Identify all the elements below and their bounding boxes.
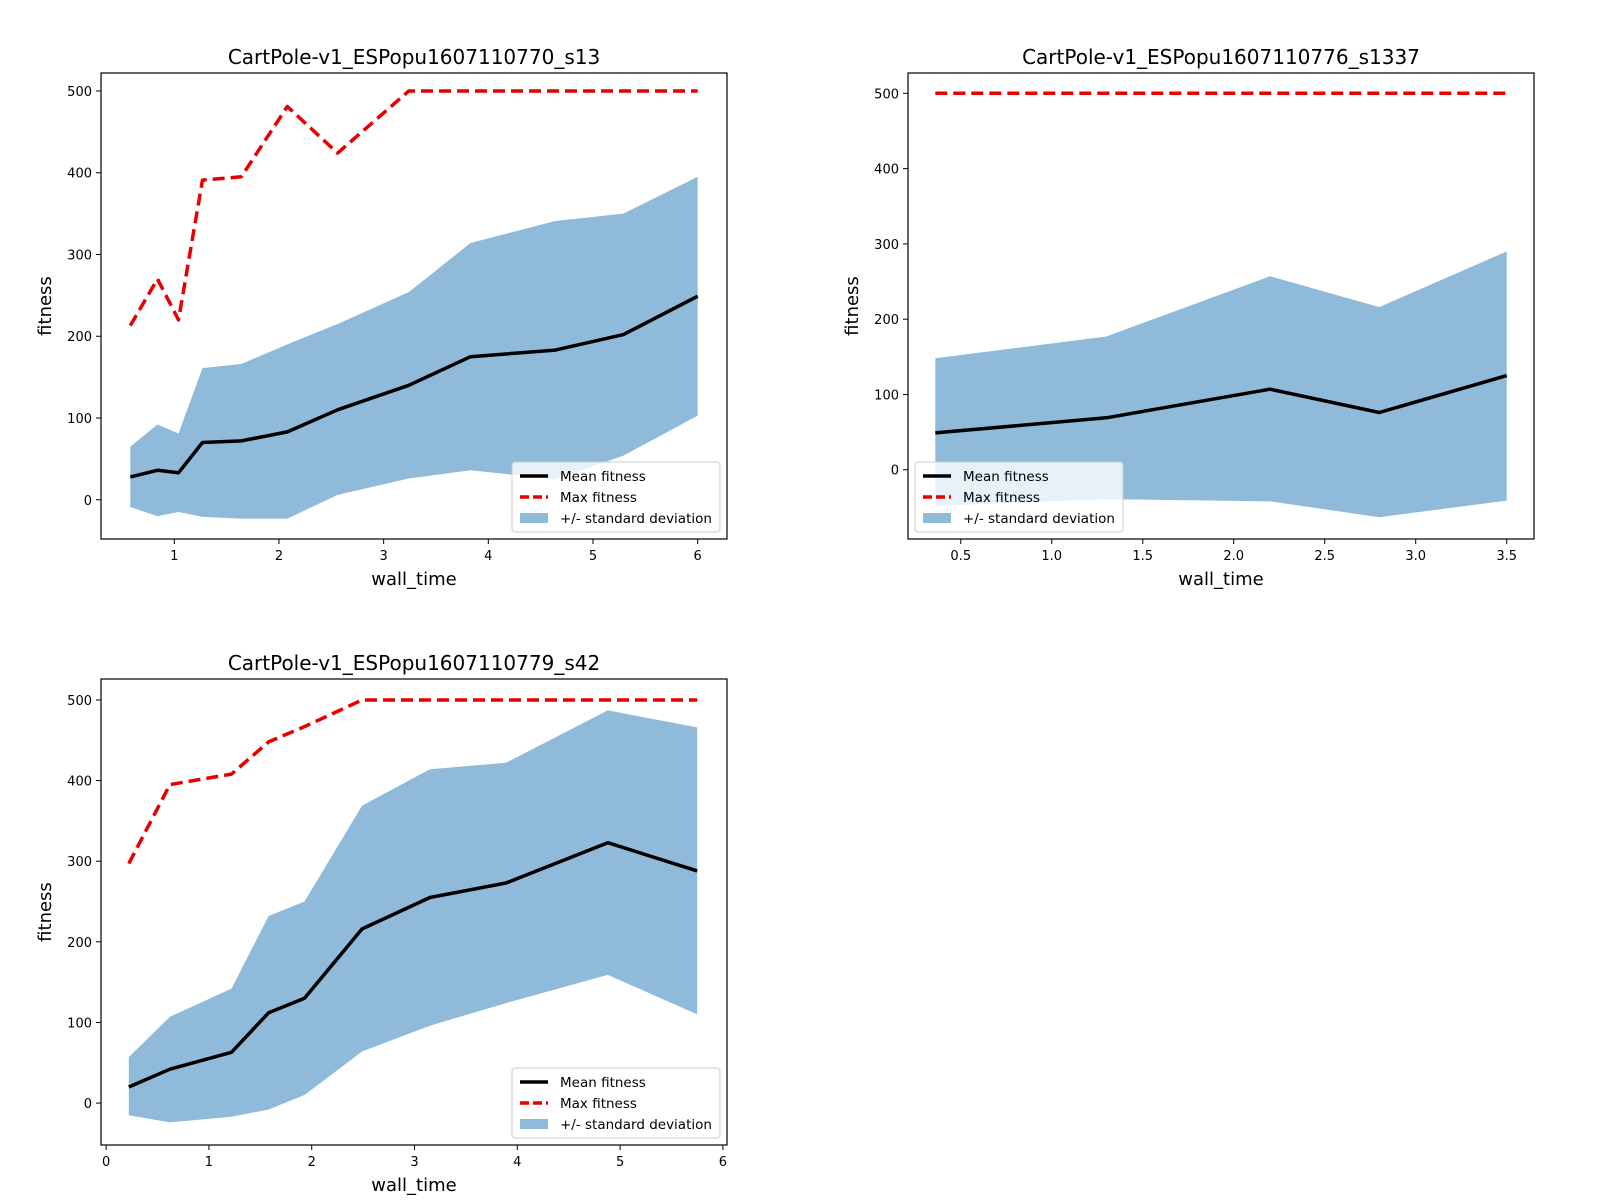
mean-fitness-line: [129, 294, 699, 479]
chart-title: CartPole-v1_ESPopu1607110779_s42: [228, 651, 600, 675]
y-tick-label: 500: [874, 87, 899, 102]
x-tick-label: 1.0: [1041, 549, 1062, 564]
x-tick-label: 6: [719, 1155, 727, 1170]
mean-fitness-line: [128, 840, 698, 1089]
legend-label: Mean fitness: [560, 1075, 646, 1091]
y-tick-label: 500: [67, 694, 92, 709]
legend-label: +/- standard deviation: [560, 1117, 712, 1133]
y-tick-label: 300: [67, 855, 92, 870]
legend-label: Mean fitness: [560, 469, 646, 485]
x-tick-label: 3.0: [1405, 549, 1426, 564]
x-tick-label: 3.5: [1496, 549, 1517, 564]
x-tick-label: 3: [380, 549, 388, 564]
y-tick-label: 400: [67, 775, 92, 790]
x-tick-label: 2.0: [1223, 549, 1244, 564]
x-tick-label: 3: [410, 1155, 418, 1170]
x-tick-label: 1: [205, 1155, 213, 1170]
y-tick-label: 100: [67, 412, 92, 427]
std-band: [935, 251, 1507, 518]
y-tick-label: 0: [891, 464, 899, 479]
x-tick-label: 4: [513, 1155, 521, 1170]
legend-label: +/- standard deviation: [963, 511, 1115, 527]
legend-swatch-std: [520, 513, 548, 523]
x-tick-label: 1: [170, 549, 178, 564]
y-tick-label: 0: [84, 1097, 92, 1112]
y-tick-label: 300: [67, 248, 92, 263]
y-tick-label: 200: [874, 313, 899, 328]
std-band: [128, 710, 698, 1123]
chart-title: CartPole-v1_ESPopu1607110776_s1337: [1022, 45, 1420, 69]
plot-frame: [100, 72, 728, 540]
legend: Mean fitness Max fitness +/- standard devi…: [511, 1067, 721, 1139]
legend-swatch-std: [520, 1119, 548, 1129]
x-tick-label: 0.5: [950, 549, 971, 564]
x-tick-label: 2: [308, 1155, 316, 1170]
x-axis-label: wall_time: [371, 1175, 456, 1196]
plot-frame: [100, 678, 728, 1146]
legend-label: Mean fitness: [963, 469, 1049, 485]
chart-panel-2: 0.5 1.0 1.5 2.0 2.5 3.0 3.5 0 100 200 300 400 500 Car…: [842, 45, 1535, 590]
legend-box: [511, 461, 721, 533]
y-axis-label: fitness: [35, 882, 56, 942]
y-tick-label: 300: [874, 238, 899, 253]
chart-panel-3: 0 1 2 3 4 5 6 0 100 200 300 400 500 CartPole-v1_ESPop…: [35, 651, 728, 1196]
legend-box: [914, 461, 1124, 533]
y-tick-label: 400: [874, 163, 899, 178]
legend: Mean fitness Max fitness +/- standard devi…: [914, 461, 1124, 533]
x-tick-label: 2: [275, 549, 283, 564]
y-axis-label: fitness: [842, 276, 863, 336]
y-tick-label: 0: [84, 494, 92, 509]
x-tick-label: 1.5: [1132, 549, 1153, 564]
legend-box: [511, 1067, 721, 1139]
mean-fitness-line: [935, 373, 1508, 435]
y-tick-label: 100: [67, 1016, 92, 1031]
legend-swatch-std: [923, 513, 951, 523]
x-tick-label: 5: [589, 549, 597, 564]
legend-label: Max fitness: [560, 490, 637, 506]
x-tick-label: 4: [484, 549, 492, 564]
plot-frame: [907, 72, 1535, 540]
x-axis-label: wall_time: [371, 569, 456, 590]
legend-label: Max fitness: [560, 1096, 637, 1112]
legend: Mean fitness Max fitness +/- standard devi…: [511, 461, 721, 533]
chart-title: CartPole-v1_ESPopu1607110770_s13: [228, 45, 600, 69]
y-tick-label: 500: [67, 85, 92, 100]
legend-label: Max fitness: [963, 490, 1040, 506]
y-tick-label: 200: [67, 936, 92, 951]
y-tick-label: 200: [67, 330, 92, 345]
x-axis-label: wall_time: [1178, 569, 1263, 590]
x-tick-label: 6: [694, 549, 702, 564]
x-tick-label: 2.5: [1314, 549, 1335, 564]
x-tick-label: 5: [616, 1155, 624, 1170]
y-tick-label: 400: [67, 167, 92, 182]
max-fitness-line: [127, 698, 698, 865]
x-tick-label: 0: [102, 1155, 110, 1170]
y-axis-label: fitness: [35, 276, 56, 336]
y-tick-label: 100: [874, 388, 899, 403]
max-fitness-line: [128, 89, 698, 327]
legend-label: +/- standard deviation: [560, 511, 712, 527]
chart-panel-1: 1 2 3 4 5 6 0 100 200 300 400 500 CartPole-v1_ESPopu…: [35, 45, 728, 590]
